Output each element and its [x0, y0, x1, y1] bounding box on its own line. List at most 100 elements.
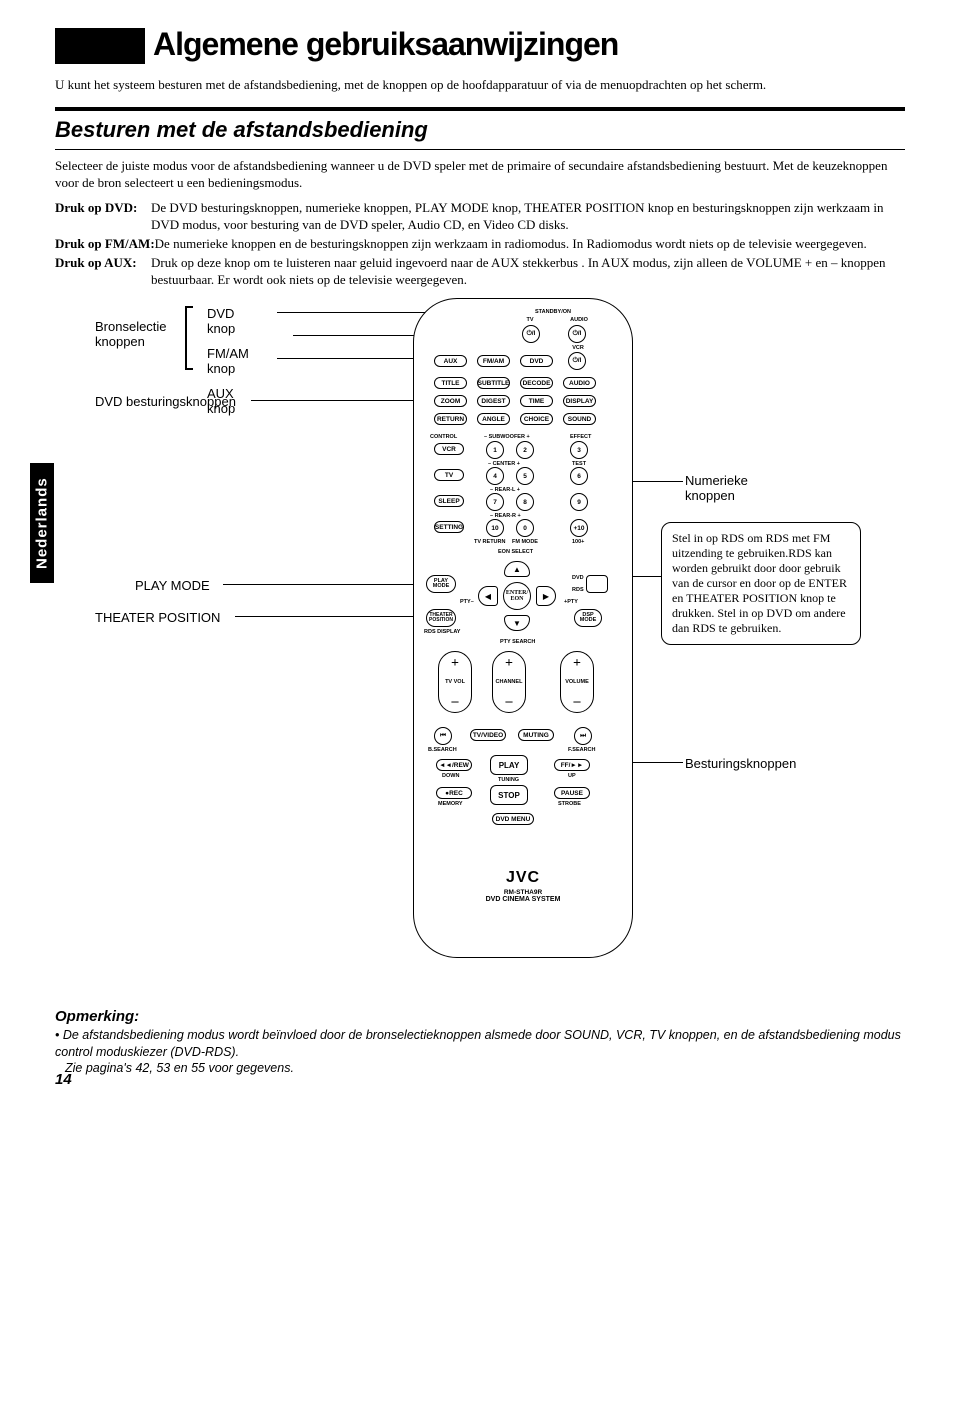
system-label: DVD CINEMA SYSTEM	[414, 896, 632, 903]
footer-line2: Zie pagina's 42, 53 en 55 voor gegevens.	[65, 1060, 905, 1076]
up-label: UP	[568, 773, 576, 779]
num-3-button[interactable]: 3	[570, 441, 588, 459]
fmam-button[interactable]: FM/AM	[477, 355, 510, 367]
leader-dvdbesturing	[251, 400, 423, 401]
fmmode-label: FM MODE	[512, 539, 538, 545]
dpad-right[interactable]: ▶	[536, 586, 556, 606]
volume-label: VOLUME	[556, 679, 598, 685]
vcr-control-button[interactable]: VCR	[434, 443, 464, 455]
return-button[interactable]: RETURN	[434, 413, 467, 425]
dpad-up[interactable]: ▲	[504, 561, 530, 577]
bronselectie-label: Bronselectie knoppen	[95, 320, 175, 349]
dvd-dpad-label: DVD	[572, 575, 584, 581]
num-7-button[interactable]: 7	[486, 493, 504, 511]
time-button[interactable]: TIME	[520, 395, 553, 407]
section-p1: Selecteer de juiste modus voor de afstan…	[55, 158, 905, 192]
fmam-knop-label: FM/AM knop	[207, 346, 249, 376]
num-6-button[interactable]: 6	[570, 467, 588, 485]
footer-heading: Opmerking:	[55, 1008, 905, 1025]
stop-button[interactable]: STOP	[490, 785, 528, 805]
num-10-button[interactable]: 10	[486, 519, 504, 537]
leader-theaterpos	[235, 616, 423, 617]
standby-label: STANDBY/ON	[518, 309, 588, 315]
besturings-label: Besturingsknoppen	[685, 756, 796, 771]
tv-control-button[interactable]: TV	[434, 469, 464, 481]
remote-control: STANDBY/ON TV AUDIO ⏻/I ⏻/I VCR ⏻/I AUX …	[413, 298, 633, 958]
muting-button[interactable]: MUTING	[518, 729, 554, 741]
leader-auxknop	[277, 358, 432, 359]
def-aux-label: Druk op AUX:	[55, 255, 151, 289]
audio-power-button[interactable]: ⏻/I	[568, 325, 586, 343]
eonselect-label: EON SELECT	[498, 549, 533, 555]
rdsdisplay-label: RDS DISPLAY	[424, 629, 460, 635]
dvdmenu-button[interactable]: DVD MENU	[492, 813, 534, 825]
bsearch-button[interactable]: ⏮	[434, 727, 452, 745]
num-8-button[interactable]: 8	[516, 493, 534, 511]
zoom-button[interactable]: ZOOM	[434, 395, 467, 407]
rew-button[interactable]: ◄◄/REW	[436, 759, 472, 771]
tv-power-button[interactable]: ⏻/I	[522, 325, 540, 343]
angle-button[interactable]: ANGLE	[477, 413, 510, 425]
enter-eon-button[interactable]: ENTER/ EON	[503, 582, 531, 610]
num-1-button[interactable]: 1	[486, 441, 504, 459]
title-button[interactable]: TITLE	[434, 377, 467, 389]
effect-label: EFFECT	[570, 434, 591, 440]
playmode-label: PLAY MODE	[135, 578, 210, 593]
setting-button[interactable]: SETTING	[434, 521, 464, 533]
tvreturn-label: TV RETURN	[474, 539, 505, 545]
tvvol-label: TV VOL	[438, 679, 472, 685]
rds-dpad-label: RDS	[572, 587, 584, 593]
rule-thick	[55, 107, 905, 111]
sound-button[interactable]: SOUND	[563, 413, 596, 425]
audio-button[interactable]: AUDIO	[563, 377, 596, 389]
vcr-power-label: VCR	[566, 345, 590, 351]
title-blackbox	[55, 28, 145, 64]
def-dvd-body: De DVD besturingsknoppen, numerieke knop…	[151, 200, 905, 234]
dpad-left[interactable]: ◀	[478, 586, 498, 606]
num-5-button[interactable]: 5	[516, 467, 534, 485]
sleep-button[interactable]: SLEEP	[434, 495, 464, 507]
dvd-rds-switch[interactable]	[586, 575, 608, 593]
pause-button[interactable]: PAUSE	[554, 787, 590, 799]
fsearch-button[interactable]: ⏭	[574, 727, 592, 745]
rec-button[interactable]: ●REC	[436, 787, 472, 799]
ptyplus-label: +PTY	[564, 599, 578, 605]
digest-button[interactable]: DIGEST	[477, 395, 510, 407]
ff-button[interactable]: FF/►►	[554, 759, 590, 771]
playmode-button[interactable]: PLAY MODE	[426, 575, 456, 593]
dvd-knop-label: DVD knop	[207, 306, 249, 336]
play-button[interactable]: PLAY	[490, 755, 528, 775]
dvd-besturing-label: DVD besturingsknoppen	[95, 394, 236, 409]
channel-label: CHANNEL	[488, 679, 530, 685]
ptysearch-label: PTY SEARCH	[500, 639, 535, 645]
def-dvd-label: Druk op DVD:	[55, 200, 151, 234]
num-plus10-button[interactable]: +10	[570, 519, 588, 537]
footer-note: Opmerking: • De afstandsbediening modus …	[55, 1008, 905, 1076]
section-heading: Besturen met de afstandsbediening	[55, 117, 905, 143]
num-0-button[interactable]: 0	[516, 519, 534, 537]
dpad-down[interactable]: ▼	[504, 615, 530, 631]
dspmode-button[interactable]: DSP MODE	[574, 609, 602, 627]
theater-position-button[interactable]: THEATER POSITION	[426, 609, 456, 627]
dvd-button[interactable]: DVD	[520, 355, 553, 367]
num-2-button[interactable]: 2	[516, 441, 534, 459]
fsearch-label: F.SEARCH	[568, 747, 596, 753]
num-9-button[interactable]: 9	[570, 493, 588, 511]
subtitle-button[interactable]: SUBTITLE	[477, 377, 510, 389]
choice-button[interactable]: CHOICE	[520, 413, 553, 425]
rule-thin	[55, 149, 905, 150]
memory-label: MEMORY	[438, 801, 463, 807]
def-aux-body: Druk op deze knop om te luisteren naar g…	[151, 255, 905, 289]
numerieke-label: Numerieke knoppen	[685, 473, 785, 503]
aux-button[interactable]: AUX	[434, 355, 467, 367]
tvvideo-button[interactable]: TV/VIDEO	[470, 729, 506, 741]
decode-button[interactable]: DECODE	[520, 377, 553, 389]
intro-text: U kunt het systeem besturen met de afsta…	[55, 77, 905, 93]
display-button[interactable]: DISPLAY	[563, 395, 596, 407]
def-fmam: Druk op FM/AM: De numerieke knoppen en d…	[55, 236, 905, 253]
vcr-power-button[interactable]: ⏻/I	[568, 352, 586, 370]
remote-diagram: Bronselectie knoppen DVD knop FM/AM knop…	[55, 298, 905, 998]
bracket	[185, 306, 193, 370]
down-label: DOWN	[442, 773, 459, 779]
num-4-button[interactable]: 4	[486, 467, 504, 485]
